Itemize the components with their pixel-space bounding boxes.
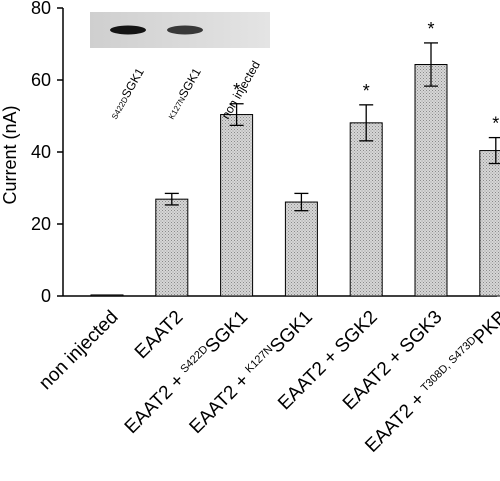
bar — [479, 150, 500, 297]
category-label-main: EAAT2 — [131, 307, 187, 363]
significance-star: * — [427, 19, 434, 39]
inset-blot: S422DSGK1 K127NSGK1 non injected — [90, 12, 270, 122]
y-tick-label: 0 — [41, 286, 51, 306]
bar — [90, 294, 124, 297]
blot-lane-label: K127NSGK1 — [163, 65, 204, 121]
category-label-main: non injected — [35, 307, 122, 394]
blot-band — [167, 25, 203, 35]
bars-group: * * * * — [90, 19, 500, 297]
blot-lane-name: non injected — [218, 58, 262, 121]
y-axis-title: Current (nA) — [0, 105, 20, 204]
y-tick-label: 20 — [31, 214, 51, 234]
y-tick-label: 40 — [31, 142, 51, 162]
blot-lane-name: SGK1 — [119, 65, 147, 100]
blot-lane-labels: S422DSGK1 K127NSGK1 non injected — [106, 58, 263, 121]
category-label-main: SGK1 — [266, 307, 317, 358]
category-label: EAAT2 — [131, 307, 187, 363]
category-label-superscript: T308D, S473D — [419, 334, 479, 394]
blot-lane-name: SGK1 — [176, 65, 204, 100]
category-label: EAAT2 + S422DSGK1 — [121, 307, 252, 438]
bar — [349, 122, 383, 297]
bar — [284, 201, 318, 297]
blot-band — [110, 25, 146, 35]
bar — [155, 198, 189, 297]
blot-lane-label: non injected — [218, 58, 262, 121]
significance-star: * — [363, 81, 370, 101]
y-ticks: 0 20 40 60 80 — [31, 0, 63, 306]
significance-star: * — [233, 80, 240, 100]
bar — [414, 64, 448, 297]
category-label: non injected — [35, 307, 122, 394]
y-tick-label: 60 — [31, 70, 51, 90]
category-label-main: SGK1 — [201, 307, 252, 358]
blot-lane-label: S422DSGK1 — [106, 65, 147, 121]
category-label-prefix: EAAT2 + — [186, 366, 258, 438]
category-label-prefix: EAAT2 + — [121, 366, 193, 438]
significance-star: * — [492, 114, 499, 134]
y-tick-label: 80 — [31, 0, 51, 18]
blot-bands — [110, 25, 203, 35]
bar — [220, 114, 254, 297]
category-label: EAAT2 + K127NSGK1 — [186, 307, 317, 438]
